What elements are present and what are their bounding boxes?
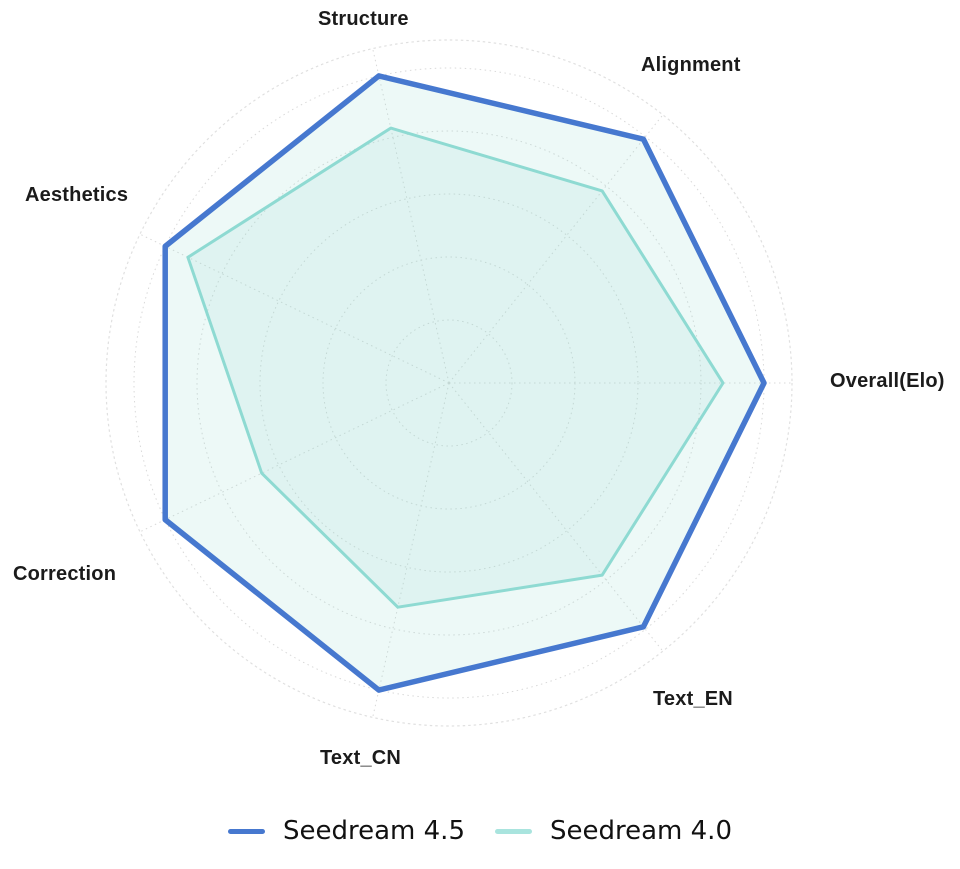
grid-ring [385, 319, 513, 447]
series-polygon-seedream-4-0 [186, 126, 725, 609]
grid-spoke [448, 114, 664, 384]
axis-label-text-cn: Text_CN [320, 747, 402, 769]
legend-label-seedream-4-0: Seedream 4.0 [550, 816, 732, 846]
axis-label-text-en: Text_EN [653, 688, 733, 710]
axis-label-aesthetics: Aesthetics [25, 184, 129, 206]
axis-label-overall-elo: Overall(Elo) [830, 370, 945, 392]
chart-legend: Seedream 4.5 Seedream 4.0 [0, 816, 960, 846]
grid-ring [196, 130, 702, 636]
outer-ring [105, 39, 793, 727]
legend-item-seedream-4-5: Seedream 4.5 [228, 816, 465, 846]
grid-spoke [139, 382, 450, 533]
legend-item-seedream-4-0: Seedream 4.0 [495, 816, 732, 846]
legend-swatch-seedream-4-0 [495, 828, 532, 834]
series-polygon-seedream-4-5 [162, 73, 767, 693]
legend-swatch-seedream-4-5 [228, 828, 265, 834]
legend-label-seedream-4-5: Seedream 4.5 [283, 816, 465, 846]
grid-spoke [448, 382, 664, 652]
grid-spoke [372, 48, 450, 384]
axis-label-alignment: Alignment [641, 54, 741, 76]
grid-ring [259, 193, 639, 573]
grid-spoke [372, 382, 450, 718]
axis-label-correction: Correction [13, 563, 117, 585]
grid-spoke [139, 233, 450, 384]
axis-label-structure: Structure [318, 8, 409, 30]
